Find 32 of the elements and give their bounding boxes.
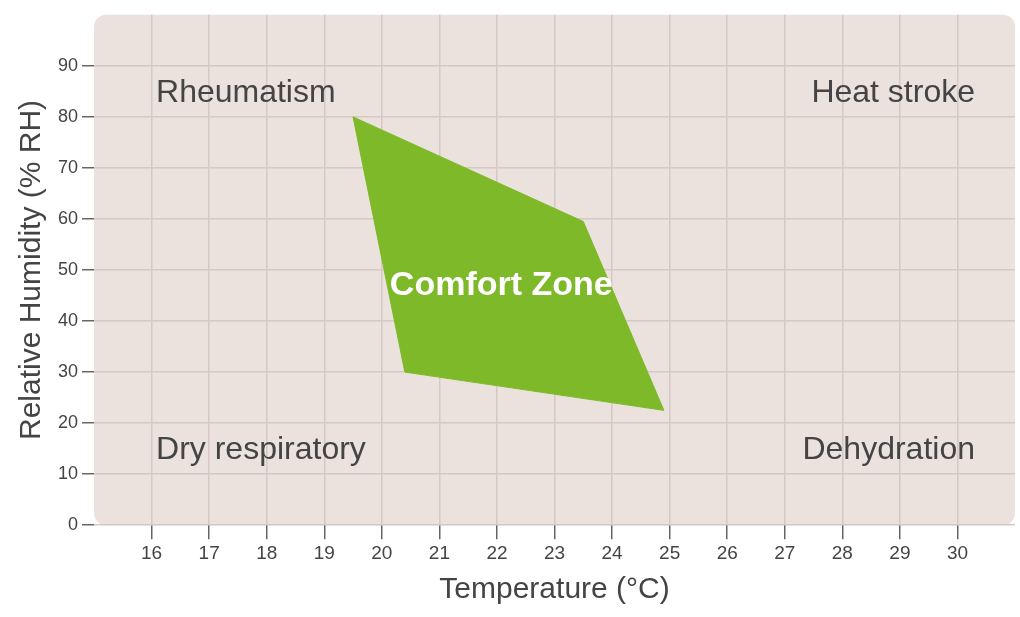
y-tick-label: 50: [57, 258, 79, 279]
x-tick-label: 25: [659, 541, 681, 563]
x-tick-label: 22: [486, 541, 508, 563]
x-tick-label: 18: [256, 541, 278, 563]
annotation: Dry respiratory: [156, 430, 366, 467]
x-tick-label: 26: [716, 541, 738, 563]
x-tick-label: 24: [601, 541, 624, 563]
y-tick-label: 20: [57, 412, 79, 433]
x-tick-label: 17: [198, 541, 220, 563]
y-tick-label: 10: [57, 463, 79, 484]
x-tick-label: 28: [831, 541, 853, 563]
x-tick-label: 30: [946, 541, 969, 563]
x-tick-label: 27: [774, 541, 796, 563]
annotation: Heat stroke: [811, 72, 975, 109]
x-tick-label: 29: [889, 541, 911, 563]
y-tick-label: 40: [57, 310, 79, 331]
y-tick-label: 60: [57, 207, 79, 228]
series-label: Comfort Zone: [389, 263, 613, 302]
x-tick-label: 16: [141, 541, 163, 563]
y-tick-label: 90: [57, 54, 79, 75]
x-tick-label: 20: [371, 541, 393, 563]
x-tick-label: 19: [313, 541, 335, 563]
y-tick-label: 80: [57, 105, 79, 126]
y-tick-label: 30: [57, 361, 79, 382]
y-axis-title: Relative Humidity (% RH): [13, 99, 47, 441]
x-tick-label: 23: [543, 541, 566, 563]
y-tick-label: 70: [57, 156, 79, 177]
annotation: Dehydration: [802, 430, 975, 467]
y-tick-label: 0: [68, 514, 79, 535]
x-axis-title: Temperature (°C): [439, 571, 670, 605]
annotation: Rheumatism: [156, 72, 336, 109]
x-tick-label: 21: [428, 541, 450, 563]
